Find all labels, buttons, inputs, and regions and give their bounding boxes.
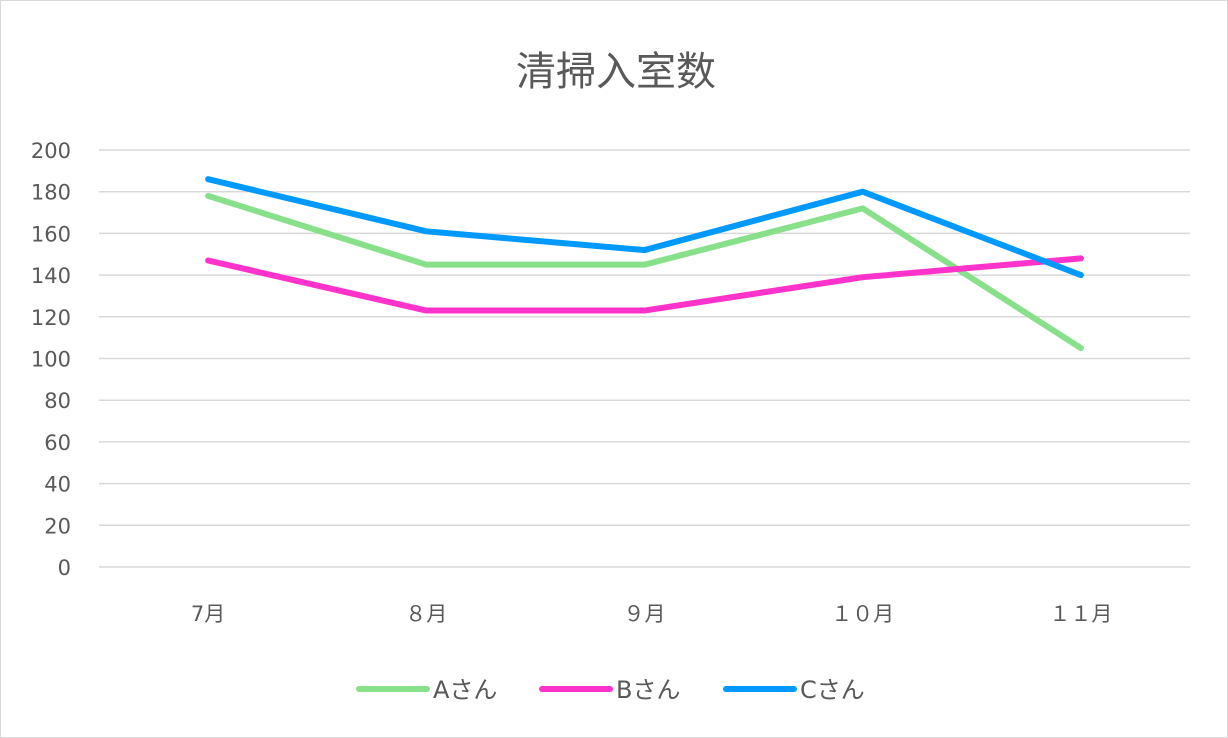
- legend: Aさん Bさん Cさん: [356, 676, 865, 704]
- y-tick-label-100: 100: [31, 348, 71, 372]
- x-tick-label-1: ８月: [405, 602, 447, 626]
- y-tick-label-40: 40: [44, 473, 71, 497]
- legend-label-3: Cさん: [800, 676, 865, 704]
- y-tick-label-160: 160: [31, 222, 71, 246]
- y-tick-label-0: 0: [58, 556, 71, 580]
- x-tick-label-2: ９月: [624, 602, 666, 626]
- x-axis-tick-labels: 7月 ８月 ９月 １０月 １１月: [191, 602, 1112, 626]
- y-axis-tick-labels: 0 20 40 60 80 100 120 140 160 180 200: [31, 139, 71, 580]
- y-tick-label-200: 200: [31, 139, 71, 163]
- grid-lines: [99, 149, 1190, 568]
- x-tick-label-0: 7月: [191, 602, 225, 626]
- legend-label-2: Bさん: [616, 676, 680, 704]
- legend-label-1: Aさん: [433, 676, 497, 704]
- y-tick-label-140: 140: [31, 264, 71, 288]
- y-tick-label-60: 60: [44, 431, 71, 455]
- chart-title: 清掃入室数: [516, 49, 716, 95]
- y-tick-label-120: 120: [31, 306, 71, 330]
- y-tick-label-20: 20: [44, 514, 71, 538]
- y-tick-label-80: 80: [44, 389, 71, 413]
- series-lines: [205, 176, 1084, 352]
- x-tick-label-4: １１月: [1049, 602, 1112, 626]
- y-tick-label-180: 180: [31, 181, 71, 205]
- x-tick-label-3: １０月: [831, 602, 894, 626]
